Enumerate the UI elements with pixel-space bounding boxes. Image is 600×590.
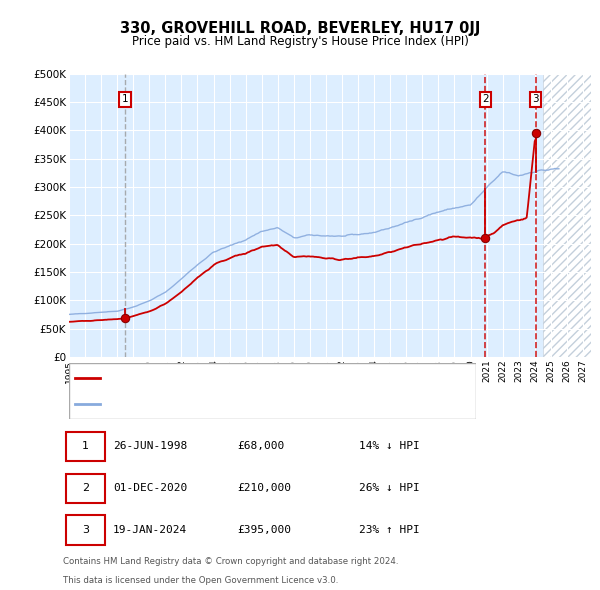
Text: 23% ↑ HPI: 23% ↑ HPI	[359, 525, 419, 535]
Text: 3: 3	[532, 94, 539, 104]
Text: £210,000: £210,000	[237, 483, 291, 493]
Text: 2: 2	[82, 483, 89, 493]
FancyBboxPatch shape	[69, 363, 476, 419]
Bar	[543, 74, 591, 357]
Text: Price paid vs. HM Land Registry's House Price Index (HPI): Price paid vs. HM Land Registry's House …	[131, 35, 469, 48]
Text: 330, GROVEHILL ROAD, BEVERLEY, HU17 0JJ (detached house): 330, GROVEHILL ROAD, BEVERLEY, HU17 0JJ …	[106, 373, 417, 383]
Text: £395,000: £395,000	[237, 525, 291, 535]
Text: 26-JUN-1998: 26-JUN-1998	[113, 441, 187, 451]
Text: 3: 3	[82, 525, 89, 535]
Text: £68,000: £68,000	[237, 441, 284, 451]
Text: Contains HM Land Registry data © Crown copyright and database right 2024.: Contains HM Land Registry data © Crown c…	[63, 557, 398, 566]
Text: 1: 1	[122, 94, 128, 104]
FancyBboxPatch shape	[65, 432, 105, 461]
Text: 01-DEC-2020: 01-DEC-2020	[113, 483, 187, 493]
Text: 1: 1	[82, 441, 89, 451]
Text: 2: 2	[482, 94, 488, 104]
FancyBboxPatch shape	[65, 516, 105, 545]
Text: 19-JAN-2024: 19-JAN-2024	[113, 525, 187, 535]
Text: 26% ↓ HPI: 26% ↓ HPI	[359, 483, 419, 493]
Bar	[543, 74, 591, 357]
Text: 14% ↓ HPI: 14% ↓ HPI	[359, 441, 419, 451]
Text: HPI: Average price, detached house, East Riding of Yorkshire: HPI: Average price, detached house, East…	[106, 399, 407, 409]
FancyBboxPatch shape	[65, 474, 105, 503]
Text: 330, GROVEHILL ROAD, BEVERLEY, HU17 0JJ: 330, GROVEHILL ROAD, BEVERLEY, HU17 0JJ	[120, 21, 480, 35]
Text: This data is licensed under the Open Government Licence v3.0.: This data is licensed under the Open Gov…	[63, 576, 338, 585]
